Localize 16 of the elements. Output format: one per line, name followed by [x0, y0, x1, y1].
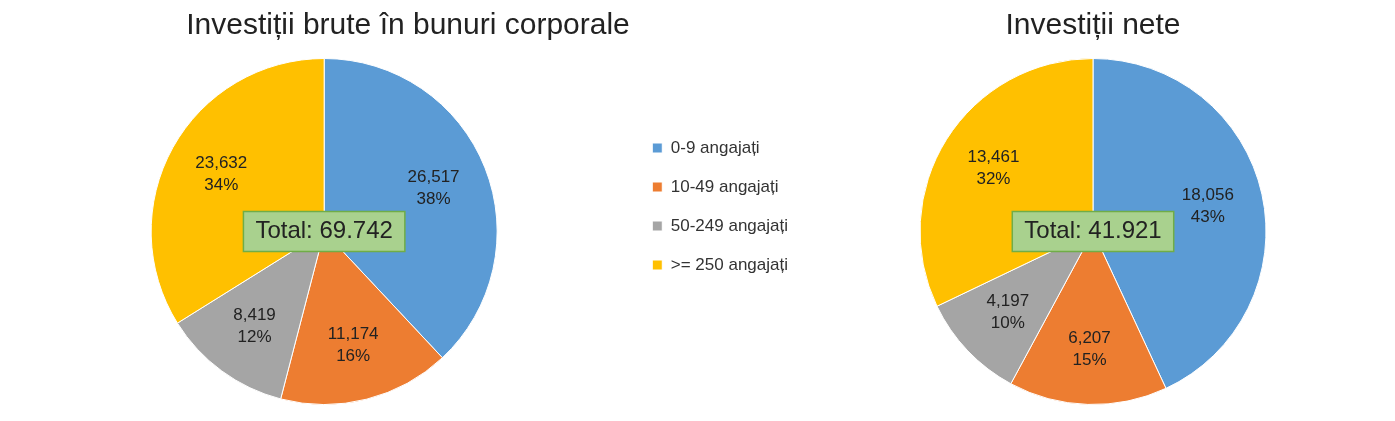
data-label: 23,632 34% — [195, 153, 248, 195]
data-label: 18,056 43% — [1181, 184, 1234, 226]
chart-title: Investiții nete — [1005, 7, 1181, 41]
data-label: 4,197 10% — [986, 291, 1030, 333]
legend-label: 50-249 angajați — [670, 215, 788, 235]
data-label: 8,419 12% — [233, 305, 276, 347]
text: Total: 41.921 — [1024, 216, 1162, 244]
text: Total: 69.742 — [255, 216, 393, 244]
data-label: 13,461 32% — [967, 147, 1020, 189]
legend-label: 10-49 angajați — [670, 176, 779, 196]
data-label: 11,174 16% — [327, 324, 379, 366]
data-label: 26,517 38% — [407, 166, 460, 208]
data-label: 6,207 15% — [1068, 327, 1111, 369]
legend-label: 0-9 angajați — [670, 137, 760, 157]
legend-label: >= 250 angajați — [670, 254, 788, 274]
chart-title: Investiții brute în bunuri corporale — [186, 7, 630, 41]
